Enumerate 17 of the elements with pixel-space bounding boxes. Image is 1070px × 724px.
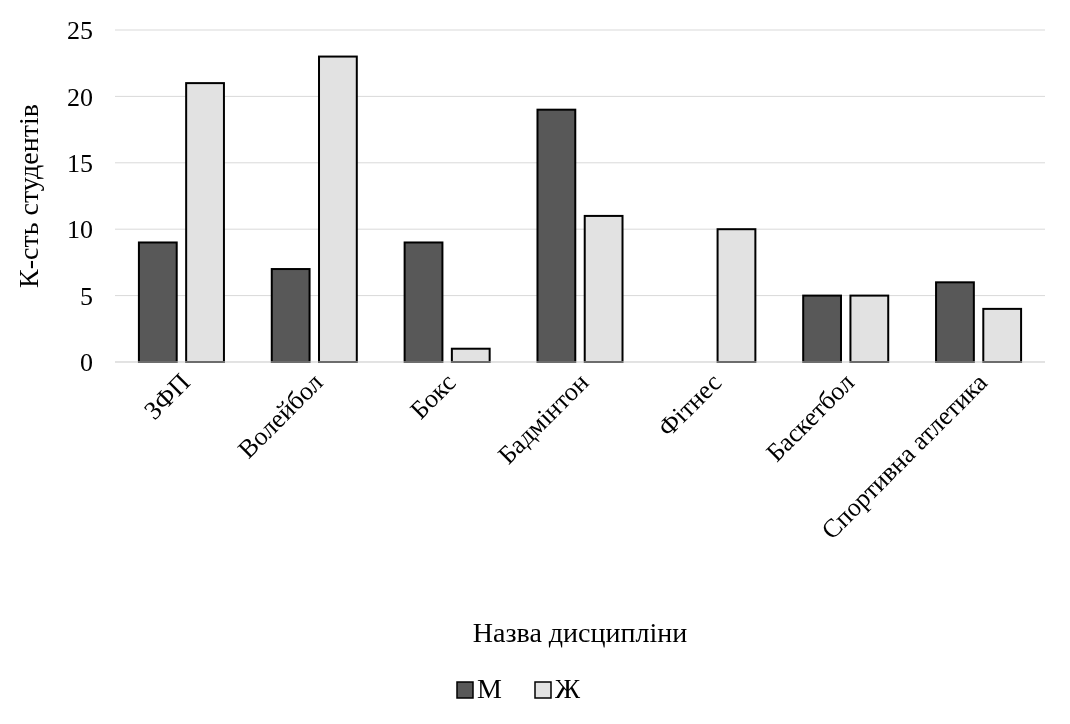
bar [403, 241, 444, 363]
y-axis-title: К-сть студентів [13, 104, 44, 288]
bar [802, 294, 842, 363]
bar [137, 241, 178, 363]
bar [536, 108, 577, 363]
bar [935, 281, 975, 363]
y-tick-label: 0 [80, 348, 93, 378]
y-tick-label: 5 [80, 281, 93, 311]
legend-label: М [477, 673, 502, 704]
x-tick-label: Бокс [404, 367, 462, 425]
y-tick-label: 25 [67, 16, 93, 46]
legend-label: Ж [555, 673, 581, 704]
x-axis-title: Назва дисципліни [472, 617, 688, 648]
y-tick-label: 10 [67, 215, 93, 245]
bar [270, 268, 311, 363]
y-tick-label: 15 [67, 148, 93, 178]
y-tick-label: 20 [67, 82, 93, 112]
